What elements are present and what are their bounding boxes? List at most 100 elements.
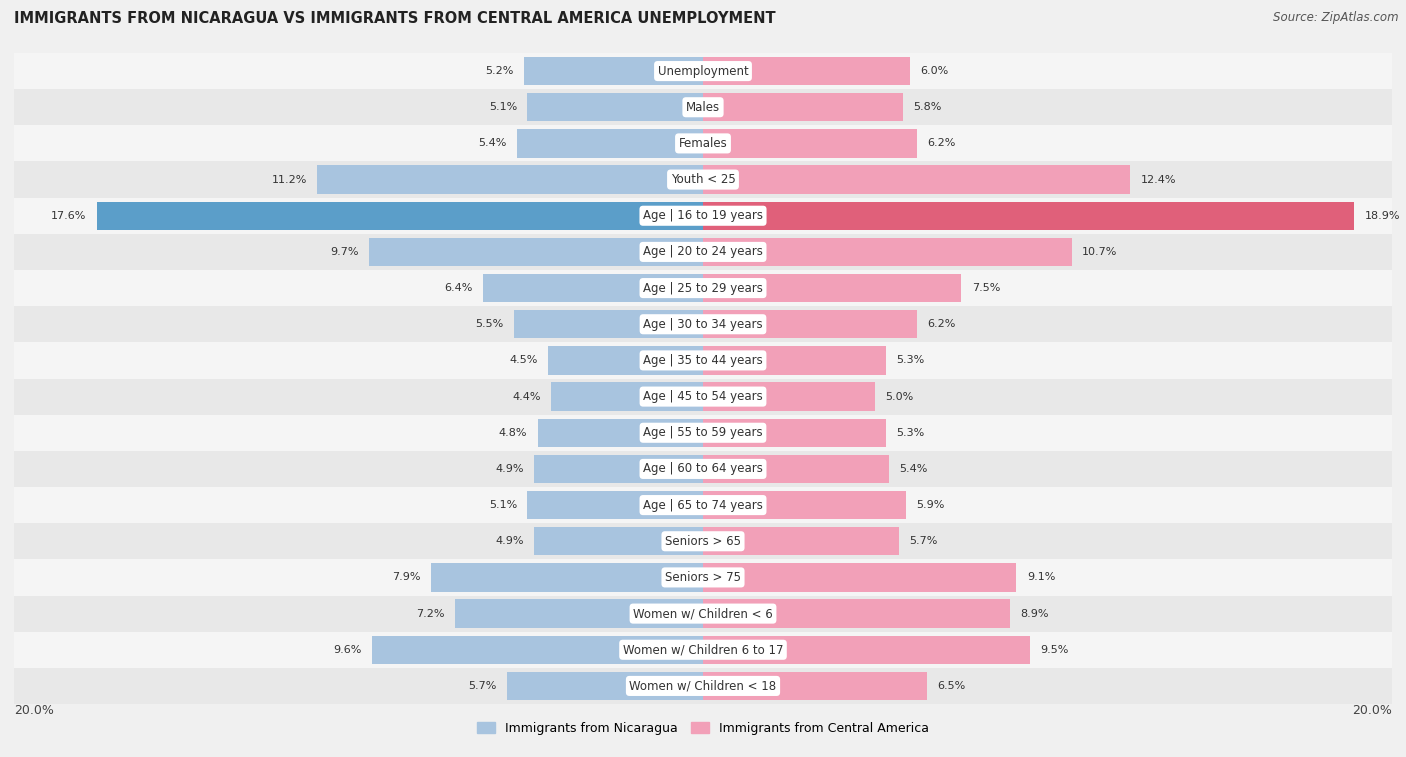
Text: Males: Males — [686, 101, 720, 114]
Text: Age | 25 to 29 years: Age | 25 to 29 years — [643, 282, 763, 294]
Bar — [527, 491, 703, 519]
Bar — [527, 93, 703, 121]
Bar — [97, 201, 703, 230]
Text: Source: ZipAtlas.com: Source: ZipAtlas.com — [1274, 11, 1399, 24]
Text: 20.0%: 20.0% — [14, 704, 53, 717]
Bar — [703, 201, 1354, 230]
Bar — [703, 491, 907, 519]
Text: Age | 65 to 74 years: Age | 65 to 74 years — [643, 499, 763, 512]
Text: 4.8%: 4.8% — [499, 428, 527, 438]
Bar — [703, 166, 1130, 194]
Bar — [534, 527, 703, 556]
Text: Unemployment: Unemployment — [658, 64, 748, 77]
Text: Seniors > 75: Seniors > 75 — [665, 571, 741, 584]
Text: 5.1%: 5.1% — [489, 102, 517, 112]
Text: Youth < 25: Youth < 25 — [671, 173, 735, 186]
Bar — [14, 89, 1392, 126]
Text: 5.4%: 5.4% — [900, 464, 928, 474]
Bar — [14, 306, 1392, 342]
Text: 5.3%: 5.3% — [896, 428, 924, 438]
Text: 20.0%: 20.0% — [1353, 704, 1392, 717]
Text: Age | 30 to 34 years: Age | 30 to 34 years — [643, 318, 763, 331]
Text: 11.2%: 11.2% — [271, 175, 307, 185]
Bar — [534, 455, 703, 483]
Bar — [703, 93, 903, 121]
Bar — [703, 57, 910, 86]
Text: 8.9%: 8.9% — [1019, 609, 1049, 618]
Text: 4.9%: 4.9% — [495, 464, 524, 474]
Text: 5.5%: 5.5% — [475, 319, 503, 329]
Text: Females: Females — [679, 137, 727, 150]
Text: Age | 45 to 54 years: Age | 45 to 54 years — [643, 390, 763, 403]
Bar — [703, 636, 1031, 664]
Bar — [14, 161, 1392, 198]
Bar — [14, 53, 1392, 89]
Text: 5.7%: 5.7% — [910, 536, 938, 547]
Text: 6.2%: 6.2% — [927, 139, 955, 148]
Text: 5.0%: 5.0% — [886, 391, 914, 401]
Bar — [318, 166, 703, 194]
Text: 6.0%: 6.0% — [920, 66, 948, 76]
Text: 17.6%: 17.6% — [51, 210, 86, 221]
Bar — [517, 129, 703, 157]
Bar — [456, 600, 703, 628]
Bar — [14, 559, 1392, 596]
Text: Age | 60 to 64 years: Age | 60 to 64 years — [643, 463, 763, 475]
Text: IMMIGRANTS FROM NICARAGUA VS IMMIGRANTS FROM CENTRAL AMERICA UNEMPLOYMENT: IMMIGRANTS FROM NICARAGUA VS IMMIGRANTS … — [14, 11, 776, 26]
Bar — [14, 451, 1392, 487]
Text: 4.5%: 4.5% — [509, 356, 537, 366]
Bar — [703, 238, 1071, 266]
Bar — [14, 378, 1392, 415]
Bar — [703, 129, 917, 157]
Bar — [482, 274, 703, 302]
Text: 5.2%: 5.2% — [485, 66, 513, 76]
Bar — [703, 274, 962, 302]
Text: 9.6%: 9.6% — [333, 645, 361, 655]
Text: 9.1%: 9.1% — [1026, 572, 1054, 582]
Text: 5.9%: 5.9% — [917, 500, 945, 510]
Bar — [703, 419, 886, 447]
Text: Age | 35 to 44 years: Age | 35 to 44 years — [643, 354, 763, 367]
Bar — [703, 671, 927, 700]
Bar — [14, 342, 1392, 378]
Text: 10.7%: 10.7% — [1083, 247, 1118, 257]
Bar — [513, 310, 703, 338]
Bar — [14, 126, 1392, 161]
Bar — [703, 455, 889, 483]
Text: 9.5%: 9.5% — [1040, 645, 1069, 655]
Text: 4.4%: 4.4% — [513, 391, 541, 401]
Bar — [703, 527, 900, 556]
Text: 5.4%: 5.4% — [478, 139, 506, 148]
Bar — [14, 631, 1392, 668]
Text: Seniors > 65: Seniors > 65 — [665, 534, 741, 548]
Bar — [373, 636, 703, 664]
Bar — [14, 415, 1392, 451]
Text: Women w/ Children < 6: Women w/ Children < 6 — [633, 607, 773, 620]
Bar — [703, 563, 1017, 591]
Text: Women w/ Children < 18: Women w/ Children < 18 — [630, 680, 776, 693]
Bar — [703, 382, 875, 411]
Bar — [703, 600, 1010, 628]
Bar — [537, 419, 703, 447]
Legend: Immigrants from Nicaragua, Immigrants from Central America: Immigrants from Nicaragua, Immigrants fr… — [471, 717, 935, 740]
Bar — [506, 671, 703, 700]
Bar — [14, 270, 1392, 306]
Text: 12.4%: 12.4% — [1140, 175, 1175, 185]
Text: 5.1%: 5.1% — [489, 500, 517, 510]
Bar — [14, 596, 1392, 631]
Text: 7.5%: 7.5% — [972, 283, 1000, 293]
Text: 7.2%: 7.2% — [416, 609, 444, 618]
Bar — [703, 310, 917, 338]
Bar — [524, 57, 703, 86]
Bar — [703, 346, 886, 375]
Bar — [14, 198, 1392, 234]
Text: 4.9%: 4.9% — [495, 536, 524, 547]
Text: 6.5%: 6.5% — [938, 681, 966, 691]
Text: 5.3%: 5.3% — [896, 356, 924, 366]
Text: Age | 16 to 19 years: Age | 16 to 19 years — [643, 209, 763, 223]
Bar — [368, 238, 703, 266]
Text: 18.9%: 18.9% — [1364, 210, 1400, 221]
Bar — [14, 523, 1392, 559]
Text: 6.4%: 6.4% — [444, 283, 472, 293]
Text: Age | 55 to 59 years: Age | 55 to 59 years — [643, 426, 763, 439]
